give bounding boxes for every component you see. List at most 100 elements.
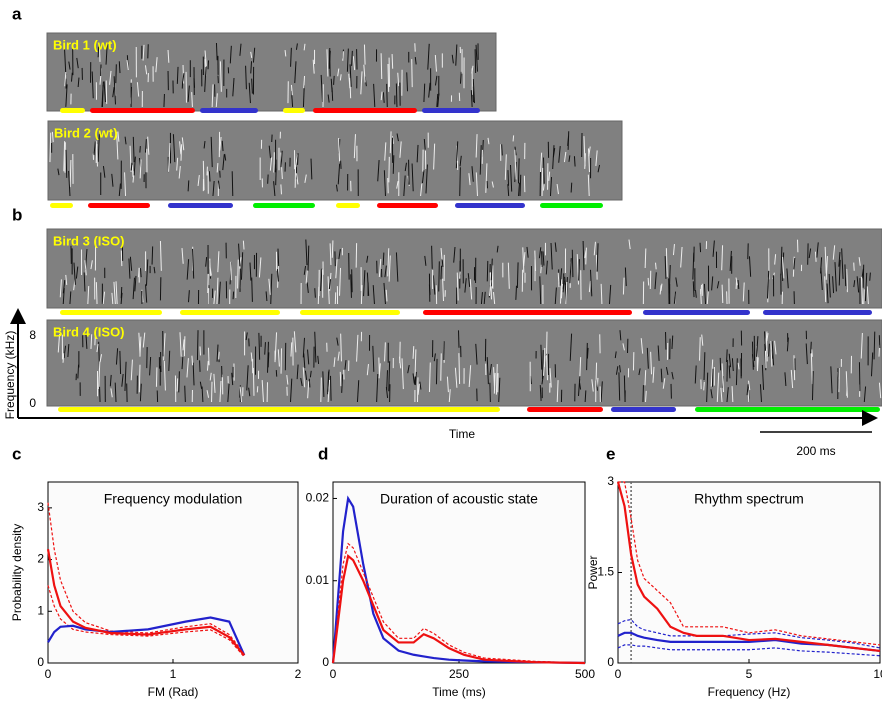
spectro-stroke — [208, 171, 211, 182]
spectro-stroke — [57, 168, 60, 176]
spectro-stroke — [210, 136, 213, 168]
spectro-stroke — [406, 72, 409, 92]
spectro-stroke — [322, 371, 325, 397]
spectro-stroke — [68, 170, 71, 197]
spectro-stroke — [215, 93, 218, 108]
spectro-stroke — [163, 333, 166, 361]
spectro-stroke — [846, 268, 848, 293]
spectro-stroke — [824, 246, 827, 274]
spectro-stroke — [731, 386, 734, 403]
spectro-stroke — [269, 157, 273, 171]
spectro-stroke — [554, 287, 557, 305]
spectro-stroke — [516, 262, 519, 288]
spectro-stroke — [99, 354, 103, 363]
spectro-stroke — [240, 252, 244, 280]
spectro-stroke — [858, 257, 861, 266]
spectro-stroke — [204, 67, 207, 92]
spectro-stroke — [221, 140, 224, 152]
spectro-stroke — [273, 152, 275, 173]
spectro-stroke — [786, 337, 789, 352]
spectro-stroke — [138, 364, 141, 393]
spectro-stroke — [545, 260, 548, 275]
spectro-stroke — [498, 377, 501, 403]
spectro-stroke — [176, 157, 179, 171]
spectro-stroke — [335, 259, 338, 279]
spectro-stroke — [328, 279, 332, 290]
spectro-stroke — [267, 352, 270, 368]
spectro-stroke — [297, 153, 299, 165]
spectro-stroke — [304, 370, 308, 381]
syllable-bar — [50, 203, 73, 208]
spectro-stroke — [596, 377, 599, 387]
spectro-stroke — [330, 375, 332, 401]
spectro-stroke — [277, 248, 280, 267]
spectro-stroke — [212, 180, 215, 197]
spectro-stroke — [337, 163, 341, 185]
spectro-stroke — [384, 342, 386, 362]
spectro-stroke — [766, 270, 770, 299]
spectro-stroke — [834, 262, 837, 292]
spectro-stroke — [73, 262, 76, 285]
spectro-stroke — [192, 248, 195, 279]
spectro-stroke — [117, 131, 120, 142]
spectro-stroke — [764, 331, 767, 351]
spectro-stroke — [191, 355, 194, 366]
spectro-stroke — [65, 84, 68, 107]
syllable-bar — [300, 310, 400, 315]
spectro-stroke — [341, 374, 344, 393]
spectro-stroke — [383, 282, 386, 305]
spectro-stroke — [209, 266, 212, 276]
spectro-stroke — [303, 266, 307, 275]
spectro-stroke — [579, 357, 582, 379]
spectro-stroke — [557, 272, 560, 288]
y-tick-label: 0.01 — [306, 573, 330, 587]
spectro-stroke — [472, 79, 476, 104]
spectro-stroke — [187, 180, 190, 192]
chart-title: Frequency modulation — [104, 491, 243, 507]
spectro-stroke — [111, 292, 114, 305]
spectro-stroke — [121, 373, 124, 387]
spectro-stroke — [587, 148, 590, 173]
spectro-stroke — [187, 85, 190, 102]
spectro-stroke — [765, 348, 768, 356]
spectro-stroke — [475, 134, 478, 158]
spectro-stroke — [504, 154, 507, 180]
spectro-stroke — [870, 352, 874, 377]
y-tick-label: 0 — [29, 396, 36, 410]
syllable-bar — [200, 108, 258, 113]
spectro-stroke — [49, 132, 52, 163]
spectro-stroke — [646, 347, 649, 369]
syllable-bar — [90, 108, 195, 113]
y-tick-label: 1 — [37, 603, 44, 617]
spectro-stroke — [304, 174, 307, 183]
spectro-stroke — [596, 243, 599, 272]
spectro-stroke — [296, 364, 299, 380]
spectro-stroke — [469, 279, 473, 300]
spectro-stroke — [386, 83, 388, 108]
spectrogram — [46, 228, 882, 309]
spectro-stroke — [485, 163, 488, 193]
spectro-stroke — [94, 330, 96, 346]
spectro-stroke — [242, 240, 245, 250]
spectro-stroke — [217, 251, 220, 273]
spectro-stroke — [128, 258, 131, 279]
spectro-stroke — [615, 366, 619, 375]
spectro-stroke — [95, 282, 98, 305]
spectro-stroke — [706, 372, 709, 403]
spectro-stroke — [518, 182, 520, 197]
spectro-stroke — [76, 57, 79, 69]
spectro-stroke — [456, 272, 459, 301]
spectro-stroke — [811, 371, 814, 401]
spectro-stroke — [742, 282, 745, 302]
spectro-stroke — [204, 50, 207, 66]
spectro-stroke — [167, 49, 170, 63]
spectro-stroke — [180, 144, 183, 161]
spectro-stroke — [864, 272, 868, 302]
spectro-stroke — [619, 365, 621, 373]
spectro-stroke — [692, 281, 695, 298]
spectro-stroke — [331, 240, 334, 258]
spectro-stroke — [155, 57, 158, 73]
spectro-stroke — [267, 341, 269, 373]
spectro-stroke — [102, 291, 106, 305]
spectro-stroke — [317, 355, 320, 364]
